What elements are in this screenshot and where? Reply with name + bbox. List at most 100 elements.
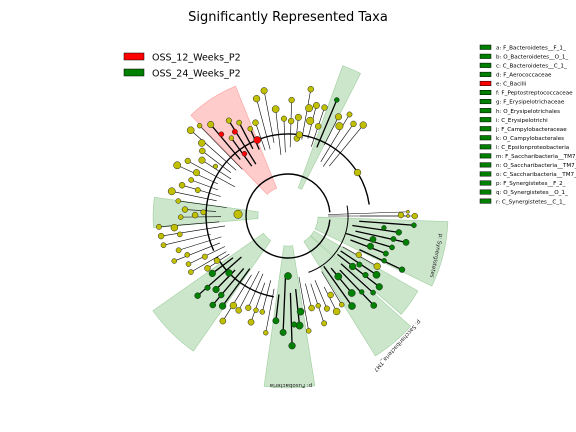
edge-54	[323, 286, 337, 312]
legend-swatch-12-weeks	[123, 52, 145, 61]
edge-18	[199, 125, 243, 170]
inner-node-17	[198, 139, 206, 147]
taxa-key-swatch-h	[479, 108, 492, 114]
edge-34	[316, 99, 338, 148]
cladogram-edges	[158, 89, 415, 346]
edge-22	[238, 122, 254, 150]
node-bacteroidetes	[225, 269, 233, 277]
edge-19	[210, 124, 241, 160]
leaf-node-56	[321, 320, 328, 327]
leaf-node-44	[382, 250, 389, 257]
edge-65	[250, 282, 266, 323]
taxa-key-label-h: h: O_Erysipelotrichales	[496, 109, 560, 115]
leaf-node-34	[334, 97, 340, 103]
taxa-key-swatch-r	[479, 198, 492, 204]
edge-21	[228, 120, 257, 165]
leaf-node-58	[305, 328, 312, 334]
inner-node-7	[191, 211, 199, 219]
leaf-node-54	[332, 307, 341, 316]
inner-node-13	[193, 169, 201, 177]
leaf-node-29	[288, 96, 295, 104]
edge-69	[222, 268, 251, 307]
edge-63	[265, 288, 275, 333]
inner-node-1	[201, 253, 208, 260]
inner-node-20	[241, 150, 248, 157]
taxa-key-swatch-g	[479, 99, 492, 105]
taxa-key-label-g: g: F_Erysipelotrichaceae	[496, 100, 565, 106]
leaf-node-45	[398, 266, 406, 273]
inner-node-39	[397, 211, 405, 219]
edge-5	[161, 225, 226, 237]
inner-node-68	[229, 301, 238, 310]
leaf-node-66	[245, 304, 252, 311]
edge-61	[282, 277, 287, 333]
edge-64	[262, 280, 272, 312]
edge-3	[178, 236, 222, 251]
edge-37	[322, 123, 354, 167]
edge-15	[201, 159, 232, 180]
inner-node-6	[170, 223, 179, 232]
inner-node-47	[356, 261, 363, 268]
taxa-key-label-e: e: C_Bacilli	[496, 82, 527, 88]
leaf-node-16	[199, 147, 206, 155]
taxa-key-label-n: n: O_Saccharibacteria__TM7__O_1_	[496, 163, 576, 169]
leaf-node-68	[219, 317, 227, 325]
leaf-node-52	[348, 302, 356, 310]
leaf-node-41	[395, 229, 402, 236]
edge-31	[301, 89, 312, 140]
legend-label-24-weeks: OSS_24_Weeks_P2	[152, 69, 241, 80]
edge-26	[263, 90, 275, 144]
edge-6	[158, 221, 220, 228]
leaf-node-61	[279, 328, 287, 336]
leaf-node-7	[177, 214, 184, 220]
taxa-key-label-b: b: O_Bacteroidetes__O_1_	[496, 54, 568, 60]
inner-node-54	[327, 291, 334, 299]
leaf-node-21	[225, 117, 232, 124]
taxa-key-label-r: r: C_Synergistetes__C_1_	[496, 199, 566, 205]
chart-title: Significantly Represented Taxa	[188, 10, 388, 25]
inner-node-44	[366, 242, 374, 250]
edge-10	[171, 190, 217, 202]
leaf-node-62	[272, 317, 280, 325]
leaf-node-10	[167, 187, 176, 196]
inner-node-50	[359, 289, 365, 295]
leaf-node-23	[247, 126, 254, 132]
node-c-bacilli	[253, 136, 262, 144]
edge-9	[178, 200, 227, 208]
leaf-node-37	[350, 120, 357, 128]
inner-node-74	[213, 257, 221, 264]
edge-67	[238, 270, 260, 311]
edge-43	[345, 232, 393, 249]
inner-node-31	[305, 104, 313, 113]
leaf-node-36	[346, 111, 353, 118]
leaf-node-39	[411, 212, 418, 220]
leaf-node-47	[372, 270, 381, 279]
leaf-node-64	[259, 309, 266, 315]
inner-node-36	[335, 122, 344, 131]
taxa-key-swatch-k	[479, 135, 492, 141]
leaf-node-74	[204, 265, 211, 272]
taxa-key-swatch-f	[479, 90, 492, 95]
edge-12	[191, 179, 218, 191]
leaf-node-60	[288, 342, 296, 350]
inner-node-41	[381, 225, 387, 231]
taxa-key-label-f: f: F_Peptostreptococcaceae	[496, 91, 573, 97]
edge-41	[352, 224, 399, 233]
inner-node-70	[218, 291, 225, 299]
taxa-key-label-d: d: F_Aerococcaceae	[496, 73, 552, 79]
node-proteobacteria	[353, 168, 362, 177]
leaf-node-33	[321, 104, 328, 111]
leaf-node-73	[208, 269, 216, 278]
leaf-node-70	[209, 301, 217, 309]
inner-node-42	[390, 236, 397, 242]
leaf-node-28	[280, 115, 287, 122]
taxa-key-swatch-p	[479, 180, 492, 186]
edge-48	[337, 253, 380, 288]
edge-17	[190, 130, 237, 171]
legend-swatch-24-weeks	[123, 68, 145, 77]
taxa-key-swatch-a	[479, 44, 492, 50]
inner-node-32	[306, 116, 315, 125]
leaf-node-3	[175, 247, 182, 254]
leaf-node-2	[171, 258, 177, 264]
inner-node-8	[200, 209, 207, 216]
